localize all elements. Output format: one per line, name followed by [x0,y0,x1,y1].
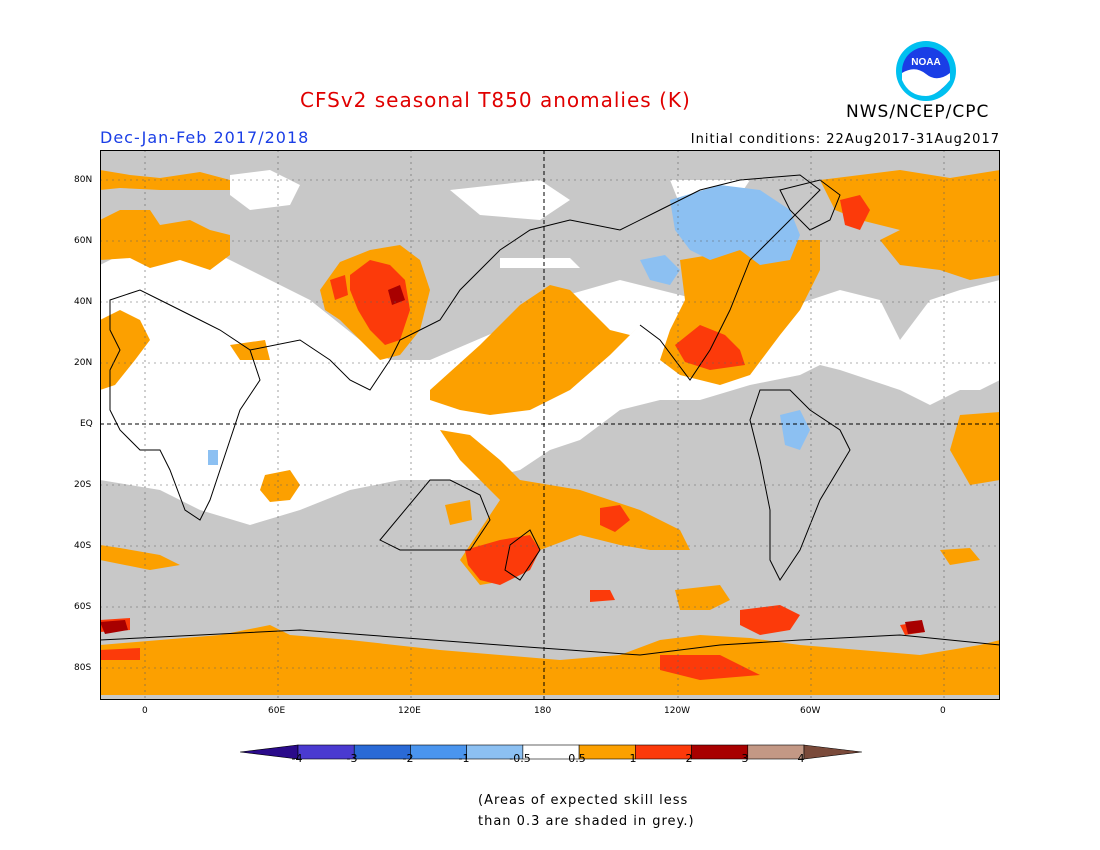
coastlines [100,174,1000,656]
colorbar-label: -3 [346,752,358,765]
colorbar-label: 2 [685,752,693,765]
org-label: NWS/NCEP/CPC [846,102,990,122]
colorbar-label: 4 [797,752,805,765]
colorbar-segment [578,744,636,760]
graticule [100,150,1000,700]
lat-label: 20N [74,358,93,368]
colorbar-label: -1 [458,752,470,765]
lat-label: 40S [74,541,92,551]
colorbar-label: 1 [629,752,637,765]
lon-label: 180 [534,706,552,716]
lat-label: 20S [74,480,92,490]
colorbar-arrow-high [803,744,862,760]
chart-title: CFSv2 seasonal T850 anomalies (K) [300,88,691,112]
lat-label: 80N [74,175,93,185]
lon-label: 60W [800,706,821,716]
colorbar-arrow-low [240,744,299,760]
lat-label: 80S [74,663,92,673]
lon-label: 120E [398,706,421,716]
colorbar-label: 0.5 [568,752,586,765]
skill-note: (Areas of expected skill less than 0.3 a… [478,790,695,832]
logo-text: NOAA [911,57,940,68]
anomaly-map [100,150,1000,700]
colorbar-segment [747,744,805,760]
lat-label: 40N [74,297,93,307]
lon-label: 0 [940,706,946,716]
colorbar-label: -0.5 [509,752,531,765]
colorbar-label: -4 [291,752,303,765]
warm-anomaly-darkred [100,285,925,634]
colorbar-label: 3 [741,752,749,765]
lon-label: 0 [142,706,148,716]
noaa-logo: NOAA [896,41,956,101]
initial-conditions-label: Initial conditions: 22Aug2017-31Aug2017 [690,132,1000,147]
lat-label: EQ [80,419,93,429]
skill-note-line: than 0.3 are shaded in grey.) [478,814,695,829]
lat-label: 60S [74,602,92,612]
skill-note-line: (Areas of expected skill less [478,793,689,808]
colorbar [240,744,862,760]
colorbar-segment [691,744,749,760]
colorbar-label: -2 [402,752,414,765]
map-frame [100,150,1000,700]
lon-label: 120W [664,706,691,716]
season-label: Dec-Jan-Feb 2017/2018 [100,128,310,147]
warm-anomaly-red [100,195,925,680]
lon-label: 60E [268,706,286,716]
colorbar-segment [635,744,692,760]
lat-label: 60N [74,236,93,246]
cool-anomaly-blue [208,185,810,465]
